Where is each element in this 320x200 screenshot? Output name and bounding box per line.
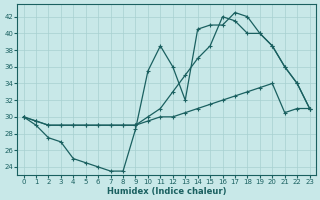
X-axis label: Humidex (Indice chaleur): Humidex (Indice chaleur) [107, 187, 226, 196]
